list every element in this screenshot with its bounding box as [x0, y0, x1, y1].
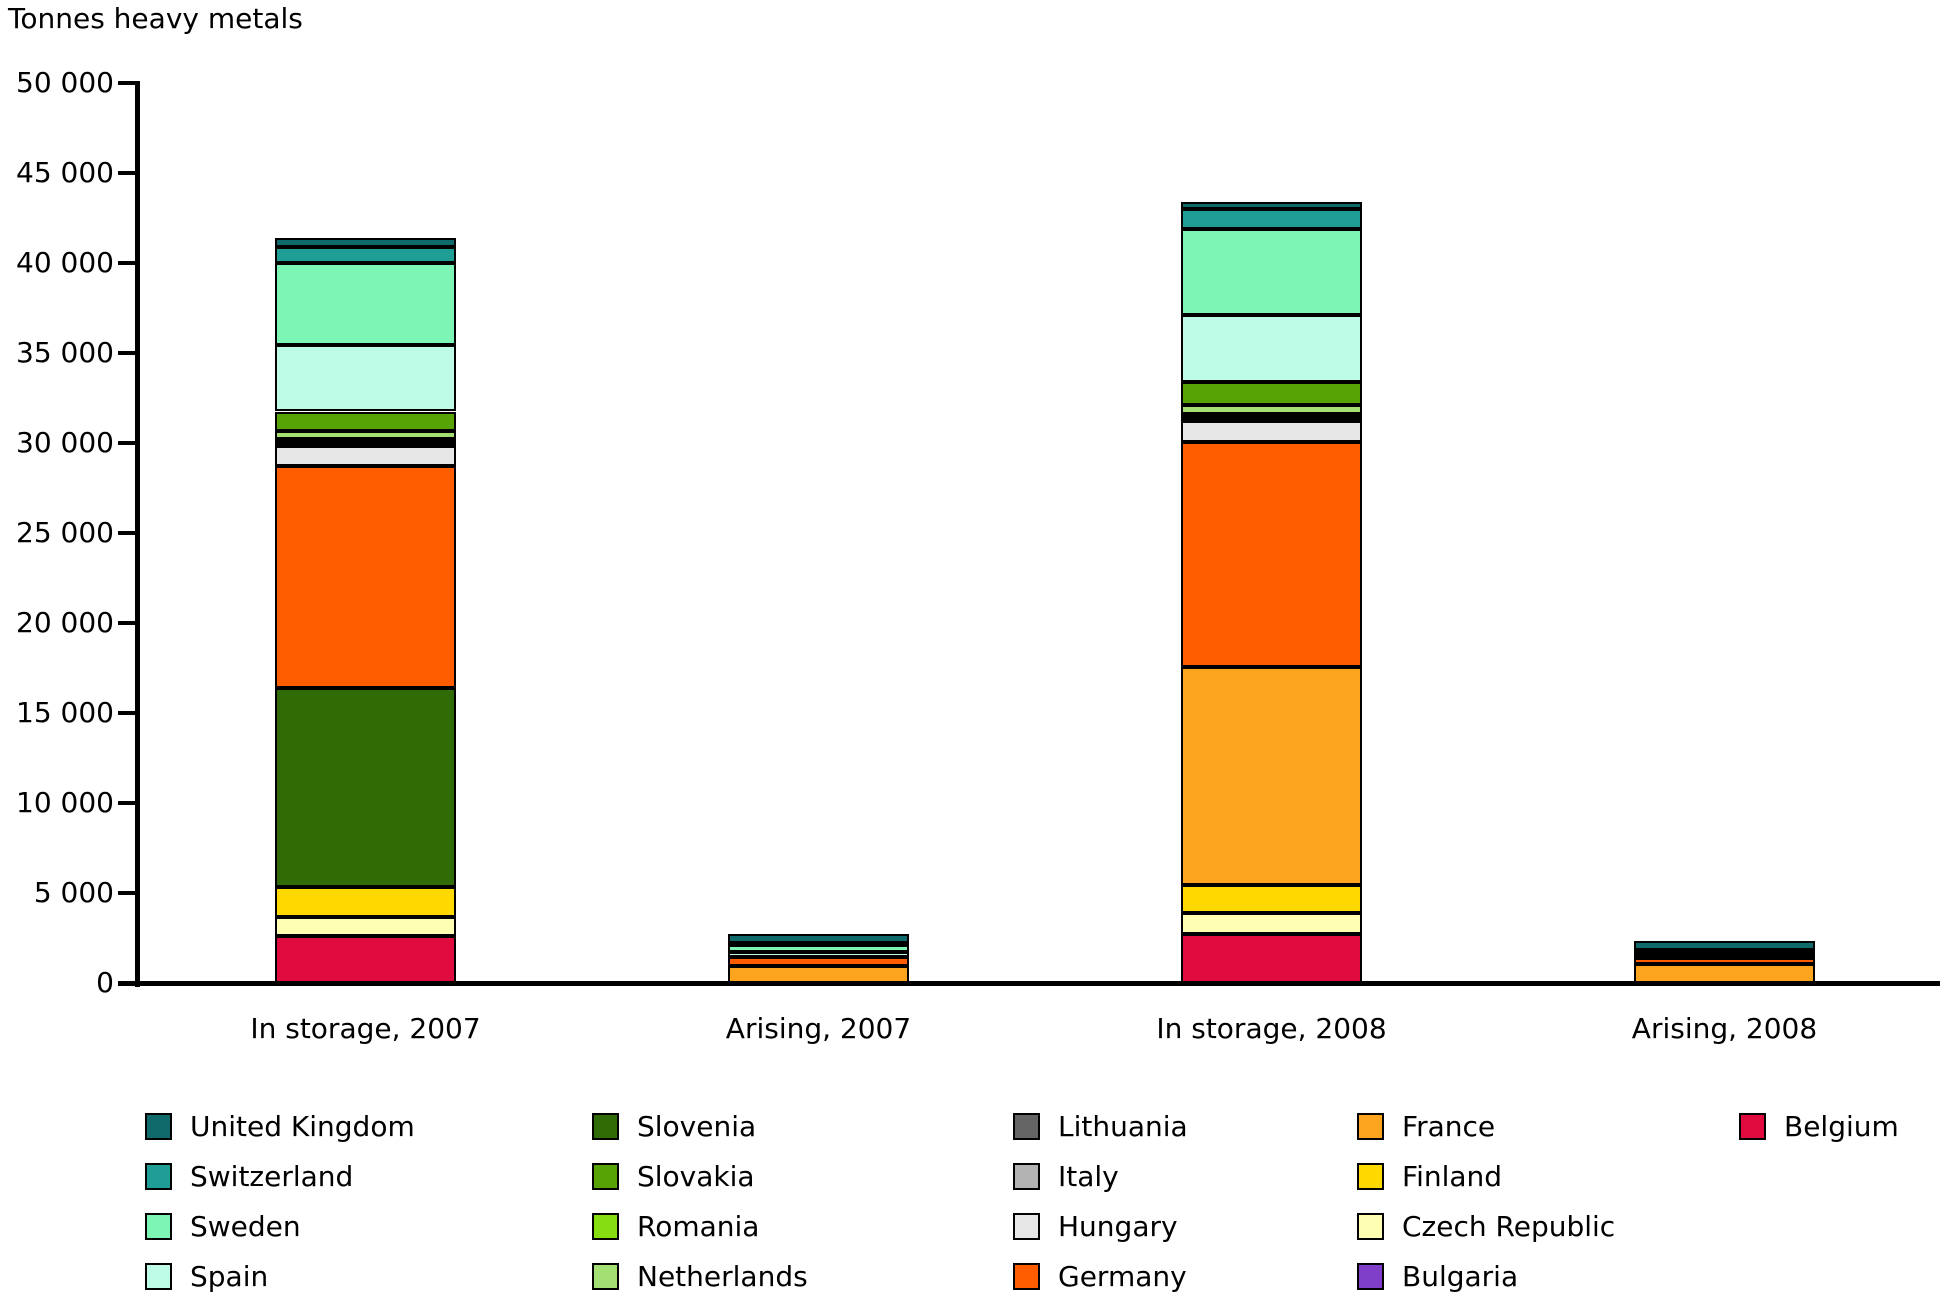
bar-segment-spain	[728, 952, 909, 957]
legend-label-slovenia: Slovenia	[637, 1110, 757, 1143]
y-tick-mark	[118, 351, 135, 355]
bar-segment-switzerland	[275, 246, 456, 263]
bar-segment-united-kingdom	[275, 237, 456, 247]
bar-segment-france	[1634, 964, 1815, 983]
bar-segment-switzerland	[728, 942, 909, 947]
y-tick-mark	[118, 81, 135, 85]
bar-segment-belgium	[275, 936, 456, 983]
legend-label-spain: Spain	[190, 1260, 269, 1292]
bar-segment-czech-republic	[1181, 912, 1362, 935]
legend-swatch-slovenia	[592, 1113, 619, 1140]
legend-label-netherlands: Netherlands	[637, 1260, 808, 1292]
y-tick-label: 0	[96, 966, 114, 999]
x-category-label: In storage, 2007	[250, 1012, 481, 1045]
legend-label-czech-republic: Czech Republic	[1402, 1210, 1616, 1243]
legend-swatch-lithuania	[1013, 1113, 1040, 1140]
legend-label-romania: Romania	[637, 1210, 760, 1243]
legend-swatch-germany	[1013, 1263, 1040, 1290]
y-tick-label: 35 000	[16, 336, 114, 369]
bar-segment-germany	[275, 466, 456, 688]
chart-title: Tonnes heavy metals	[8, 2, 303, 35]
legend-swatch-united-kingdom	[145, 1113, 172, 1140]
x-category-label: In storage, 2008	[1156, 1012, 1387, 1045]
legend-swatch-czech-republic	[1357, 1213, 1384, 1240]
bar-segment-united-kingdom	[1181, 201, 1362, 209]
bar-segment-spain	[1181, 315, 1362, 382]
bar-segment-germany	[728, 956, 909, 966]
bar-segment-germany	[1181, 442, 1362, 668]
legend-swatch-belgium	[1739, 1113, 1766, 1140]
legend-swatch-bulgaria	[1357, 1263, 1384, 1290]
y-tick-label: 10 000	[16, 786, 114, 819]
y-tick-mark	[118, 801, 135, 805]
y-tick-mark	[118, 171, 135, 175]
legend-label-switzerland: Switzerland	[190, 1160, 354, 1193]
y-tick-mark	[118, 711, 135, 715]
legend-swatch-netherlands	[592, 1263, 619, 1290]
bar-segment-united-kingdom	[728, 933, 909, 943]
legend-swatch-slovakia	[592, 1163, 619, 1190]
legend-label-finland: Finland	[1402, 1160, 1503, 1193]
y-tick-label: 30 000	[16, 426, 114, 459]
legend-label-sweden: Sweden	[190, 1210, 301, 1243]
bar-segment-belgium	[1181, 934, 1362, 983]
legend-label-france: France	[1402, 1110, 1496, 1143]
y-tick-mark	[118, 531, 135, 535]
y-tick-mark	[118, 891, 135, 895]
x-category-label: Arising, 2008	[1631, 1012, 1818, 1045]
bar-segment-finland	[1181, 884, 1362, 913]
bar-segment-slovakia	[1181, 381, 1362, 406]
bar-segment-slovenia	[275, 687, 456, 887]
legend-label-bulgaria: Bulgaria	[1402, 1260, 1519, 1292]
legend-swatch-switzerland	[145, 1163, 172, 1190]
bar-segment-finland	[275, 886, 456, 918]
bar-segment-spain	[275, 344, 456, 412]
legend-swatch-hungary	[1013, 1213, 1040, 1240]
y-tick-label: 40 000	[16, 246, 114, 279]
x-category-label: Arising, 2007	[725, 1012, 912, 1045]
bar-segment-hungary	[275, 445, 456, 467]
bar-segment-lithuania	[275, 439, 456, 444]
legend-swatch-spain	[145, 1263, 172, 1290]
legend-label-united-kingdom: United Kingdom	[190, 1110, 415, 1143]
bar-segment-netherlands	[1181, 405, 1362, 415]
legend-label-hungary: Hungary	[1058, 1210, 1178, 1243]
legend-label-slovakia: Slovakia	[637, 1160, 755, 1193]
legend-swatch-sweden	[145, 1213, 172, 1240]
bar-segment-slovakia	[275, 411, 456, 432]
y-axis-line	[135, 81, 140, 987]
bar-segment-sweden	[275, 263, 456, 345]
y-tick-label: 5 000	[33, 876, 114, 909]
bar-segment-france	[1181, 667, 1362, 885]
x-axis-line	[118, 981, 1940, 986]
bar-segment-spain	[1634, 955, 1815, 960]
y-tick-label: 20 000	[16, 606, 114, 639]
bar-segment-sweden	[1181, 228, 1362, 316]
y-tick-label: 25 000	[16, 516, 114, 549]
y-tick-mark	[118, 621, 135, 625]
y-tick-mark	[118, 441, 135, 445]
bar-segment-hungary	[1181, 420, 1362, 443]
legend-swatch-romania	[592, 1213, 619, 1240]
bar-segment-united-kingdom	[1634, 940, 1815, 950]
y-tick-label: 50 000	[16, 66, 114, 99]
y-tick-label: 45 000	[16, 156, 114, 189]
bar-segment-switzerland	[1181, 209, 1362, 229]
y-tick-label: 15 000	[16, 696, 114, 729]
y-tick-mark	[118, 981, 135, 985]
bar-segment-netherlands	[275, 431, 456, 440]
legend-label-belgium: Belgium	[1784, 1110, 1899, 1143]
legend-label-germany: Germany	[1058, 1260, 1187, 1292]
legend-swatch-france	[1357, 1113, 1384, 1140]
legend-label-lithuania: Lithuania	[1058, 1110, 1188, 1143]
y-tick-mark	[118, 261, 135, 265]
legend-label-italy: Italy	[1058, 1160, 1119, 1193]
bar-segment-czech-republic	[275, 917, 456, 937]
bar-segment-lithuania	[1181, 414, 1362, 419]
legend-swatch-finland	[1357, 1163, 1384, 1190]
bar-segment-france	[728, 965, 909, 983]
legend-swatch-italy	[1013, 1163, 1040, 1190]
bar-segment-switzerland	[1634, 949, 1815, 954]
